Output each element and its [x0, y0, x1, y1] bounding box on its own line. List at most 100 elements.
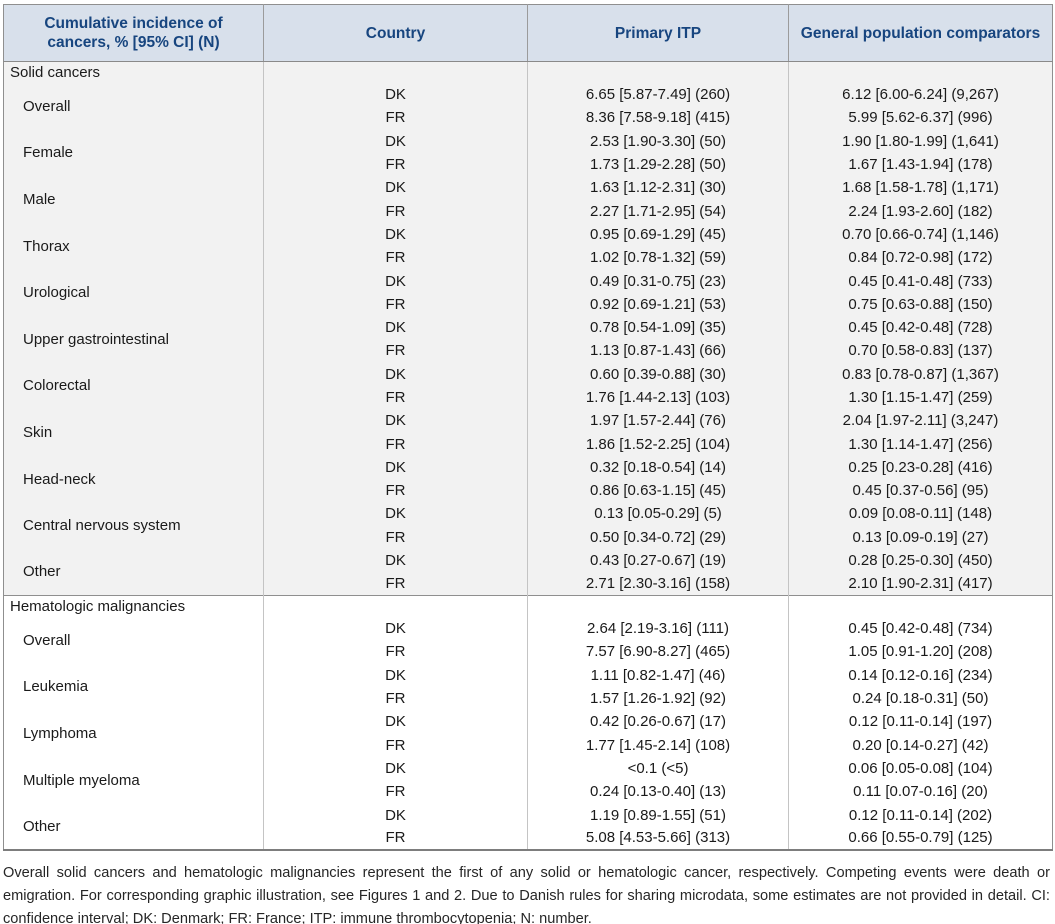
table-row: FR 8.36 [7.58-9.18] (415) 5.99 [5.62-6.37]… [4, 106, 1053, 130]
table-row: Overall DK 2.64 [2.19-3.16] (111) 0.45 [0.4… [3, 617, 1053, 664]
category-cell: Overall [3, 83, 264, 130]
general-population-value-cell: 1.30 [1.15-1.47] (259) [788, 385, 1053, 410]
primary-itp-value-cell: 2.71 [2.30-3.16] (158) [527, 572, 789, 596]
table-row: FR 0.86 [0.63-1.15] (45) 0.45 [0.37-0.56] … [4, 479, 1053, 503]
primary-itp-value-cell: 8.36 [7.58-9.18] (415) [527, 106, 789, 130]
country-cell: FR [263, 780, 528, 804]
primary-itp-value-cell: 0.42 [0.26-0.67] (17) [527, 710, 789, 734]
general-population-value-cell: 0.28 [0.25-0.30] (450) [788, 548, 1053, 573]
country-cell: FR [263, 640, 528, 664]
primary-itp-value-cell: 2.27 [1.71-2.95] (54) [527, 199, 789, 223]
general-population-value-cell: 0.83 [0.78-0.87] (1,367) [788, 362, 1053, 386]
primary-itp-value-cell: 1.11 [0.82-1.47] (46) [527, 663, 789, 687]
country-cell: FR [263, 292, 528, 316]
table-row: Head-neck DK 0.32 [0.18-0.54] (14) 0.25 [0.… [3, 455, 1053, 503]
country-cell: FR [263, 385, 528, 410]
primary-itp-value-cell: 0.78 [0.54-1.09] (35) [527, 315, 789, 340]
primary-itp-value-cell: 0.60 [0.39-0.88] (30) [527, 362, 789, 386]
country-cell: FR [263, 525, 528, 549]
column-header-country: Country [263, 4, 528, 62]
general-population-value-cell: 1.90 [1.80-1.99] (1,641) [788, 129, 1053, 153]
general-population-value-cell: 0.12 [0.11-0.14] (202) [788, 803, 1053, 827]
category-cell: Leukemia [3, 663, 264, 711]
primary-itp-value-cell: 0.32 [0.18-0.54] (14) [527, 455, 789, 480]
general-population-value-cell: 0.25 [0.23-0.28] (416) [788, 455, 1053, 480]
country-cell: DK [263, 362, 528, 386]
country-cell: FR [263, 479, 528, 503]
general-population-value-cell: 0.70 [0.66-0.74] (1,146) [788, 222, 1053, 247]
primary-itp-value-cell: <0.1 (<5) [527, 756, 789, 781]
primary-itp-value-cell: 2.64 [2.19-3.16] (111) [527, 617, 789, 641]
incidence-table: Cumulative incidence of cancers, % [95% … [3, 4, 1053, 851]
category-cell: Colorectal [3, 362, 264, 410]
general-population-value-cell: 0.75 [0.63-0.88] (150) [788, 292, 1053, 316]
country-cell: FR [263, 686, 528, 711]
country-cell: DK [263, 129, 528, 153]
category-cell: Female [3, 129, 264, 177]
general-population-value-cell: 1.67 [1.43-1.94] (178) [788, 152, 1053, 177]
category-cell: Urological [3, 269, 264, 316]
section-row: Hematologic malignancies [3, 595, 1053, 618]
table-row: FR 7.57 [6.90-8.27] (465) 1.05 [0.91-1.20]… [4, 640, 1053, 664]
category-cell: Male [3, 176, 264, 223]
category-cell: Upper gastrointestinal [3, 315, 264, 363]
primary-itp-value-cell: 0.95 [0.69-1.29] (45) [527, 222, 789, 247]
primary-itp-value-cell: 7.57 [6.90-8.27] (465) [527, 640, 789, 664]
table-row: FR 5.08 [4.53-5.66] (313) 0.66 [0.55-0.79]… [4, 826, 1053, 850]
table-row: Central nervous system DK 0.13 [0.05-0.29]… [3, 502, 1053, 549]
category-cell: Skin [3, 409, 264, 456]
general-population-value-cell: 0.12 [0.11-0.14] (197) [788, 710, 1053, 734]
category-cell: Other [3, 803, 264, 850]
country-cell: DK [263, 756, 528, 781]
general-population-value-cell: 0.45 [0.42-0.48] (728) [788, 315, 1053, 340]
general-population-value-cell: 0.20 [0.14-0.27] (42) [788, 733, 1053, 757]
country-cell: FR [263, 246, 528, 270]
table-row: Female DK 2.53 [1.90-3.30] (50) 1.90 [1.80-… [3, 129, 1053, 177]
table-footnote: Overall solid cancers and hematologic ma… [3, 865, 1050, 924]
primary-itp-value-cell: 0.49 [0.31-0.75] (23) [527, 269, 789, 293]
table-row: FR 2.27 [1.71-2.95] (54) 2.24 [1.93-2.60] … [4, 199, 1053, 223]
primary-itp-value-cell: 1.19 [0.89-1.55] (51) [527, 803, 789, 827]
primary-itp-value-cell: 1.13 [0.87-1.43] (66) [527, 339, 789, 363]
table-body: Solid cancers Overall DK 6.65 [5.87-7.49] (… [3, 61, 1053, 850]
primary-itp-value-cell: 6.65 [5.87-7.49] (260) [527, 83, 789, 107]
section-empty-cell [788, 61, 1053, 83]
general-population-value-cell: 1.68 [1.58-1.78] (1,171) [788, 176, 1053, 200]
primary-itp-value-cell: 0.13 [0.05-0.29] (5) [527, 502, 789, 526]
general-population-value-cell: 0.45 [0.37-0.56] (95) [788, 479, 1053, 503]
category-cell: Thorax [3, 222, 264, 270]
general-population-value-cell: 0.14 [0.12-0.16] (234) [788, 663, 1053, 687]
primary-itp-value-cell: 1.76 [1.44-2.13] (103) [527, 385, 789, 410]
general-population-value-cell: 2.04 [1.97-2.11] (3,247) [788, 409, 1053, 433]
country-cell: DK [263, 663, 528, 687]
general-population-value-cell: 0.09 [0.08-0.11] (148) [788, 502, 1053, 526]
country-cell: DK [263, 176, 528, 200]
general-population-value-cell: 0.70 [0.58-0.83] (137) [788, 339, 1053, 363]
general-population-value-cell: 6.12 [6.00-6.24] (9,267) [788, 83, 1053, 107]
country-cell: DK [263, 502, 528, 526]
general-population-value-cell: 0.45 [0.41-0.48] (733) [788, 269, 1053, 293]
country-cell: DK [263, 455, 528, 480]
country-cell: DK [263, 409, 528, 433]
table-row: FR 0.50 [0.34-0.72] (29) 0.13 [0.09-0.19] … [4, 525, 1053, 549]
country-cell: DK [263, 315, 528, 340]
primary-itp-value-cell: 2.53 [1.90-3.30] (50) [527, 129, 789, 153]
country-cell: DK [263, 710, 528, 734]
table-row: FR 1.02 [0.78-1.32] (59) 0.84 [0.72-0.98] … [4, 246, 1053, 270]
general-population-value-cell: 0.11 [0.07-0.16] (20) [788, 780, 1053, 804]
primary-itp-value-cell: 1.73 [1.29-2.28] (50) [527, 152, 789, 177]
table-row: FR 0.92 [0.69-1.21] (53) 0.75 [0.63-0.88] … [4, 292, 1053, 316]
general-population-value-cell: 0.06 [0.05-0.08] (104) [788, 756, 1053, 781]
table-row: Male DK 1.63 [1.12-2.31] (30) 1.68 [1.58-1.… [3, 176, 1053, 223]
section-empty-cell [527, 61, 789, 83]
section-empty-cell [527, 595, 789, 618]
section-empty-cell [263, 595, 528, 618]
table-row: FR 2.71 [2.30-3.16] (158) 2.10 [1.90-2.31]… [4, 572, 1053, 596]
table-row: Other DK 1.19 [0.89-1.55] (51) 0.12 [0.11-0… [3, 803, 1053, 850]
general-population-value-cell: 5.99 [5.62-6.37] (996) [788, 106, 1053, 130]
primary-itp-value-cell: 1.02 [0.78-1.32] (59) [527, 246, 789, 270]
primary-itp-value-cell: 0.92 [0.69-1.21] (53) [527, 292, 789, 316]
table-row: Thorax DK 0.95 [0.69-1.29] (45) 0.70 [0.66-… [3, 222, 1053, 270]
table-header: Cumulative incidence of cancers, % [95% … [3, 4, 1053, 62]
